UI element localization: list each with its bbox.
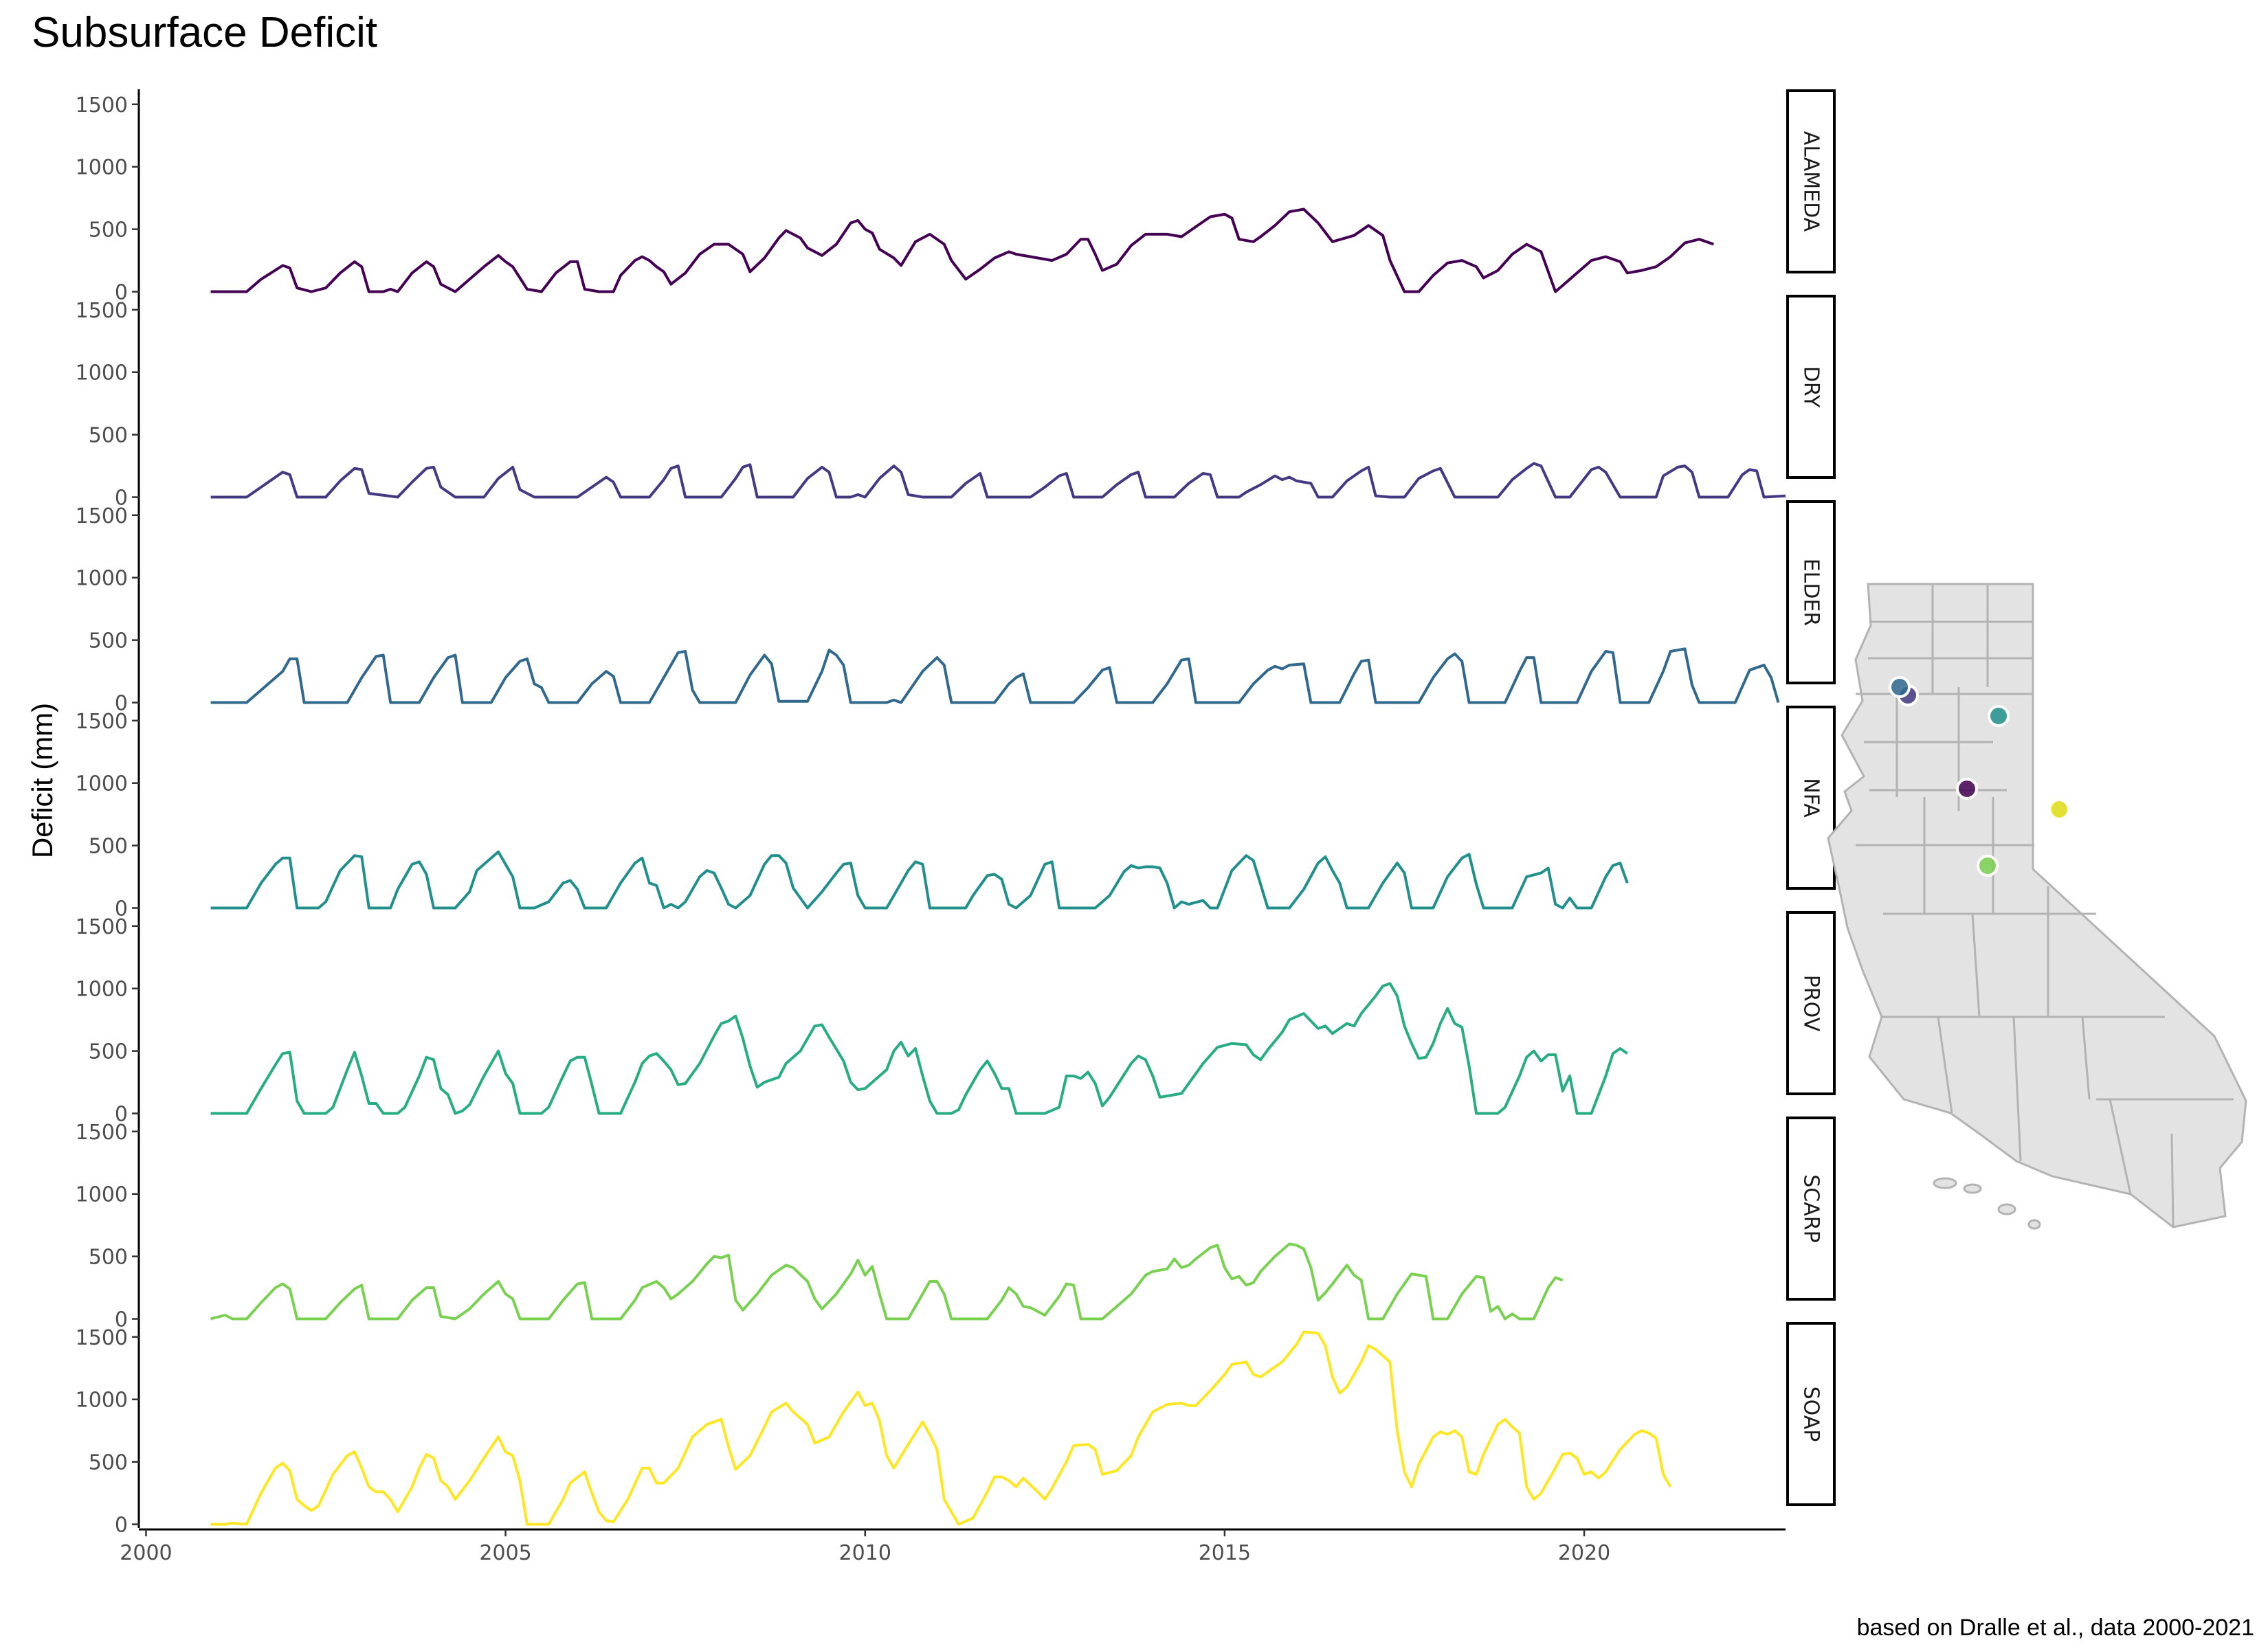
y-tick-label: 500 (89, 218, 128, 243)
y-tick-label: 0 (115, 281, 128, 305)
x-tick-label: 2000 (120, 1541, 172, 1565)
panel-nfa: 0 500 1000 1500 NFA (76, 706, 1836, 921)
y-tick-label: 1000 (76, 361, 128, 385)
y-tick-label: 0 (115, 486, 128, 511)
x-tick-label: 2010 (839, 1541, 891, 1565)
x-axis: 2000 2005 2010 2015 2020 (120, 1528, 1786, 1565)
site-marker-elder (1889, 676, 1911, 698)
strip-label: PROV (1799, 975, 1823, 1032)
strip-box (1786, 89, 1836, 273)
strip-label: SOAP (1799, 1387, 1823, 1442)
series-line-elder (210, 647, 1780, 704)
county-boundary (1971, 913, 1981, 1018)
strip-label: ELDER (1799, 559, 1823, 627)
chart-title: Subsurface Deficit (32, 9, 377, 56)
y-tick-label: 1000 (76, 567, 128, 591)
county-boundary (2012, 1016, 2022, 1162)
strip-label: NFA (1799, 778, 1823, 818)
x-tick-label: 2005 (479, 1541, 531, 1565)
y-tick-label: 1500 (76, 1326, 128, 1350)
y-tick-label: 0 (115, 1103, 128, 1127)
island-shape (1997, 1203, 2016, 1215)
strip-box (1786, 500, 1836, 684)
x-tick-label: 2020 (1558, 1541, 1610, 1565)
y-tick-label: 500 (89, 835, 128, 859)
strip-box (1786, 911, 1836, 1095)
series-line-alameda (210, 207, 1715, 293)
island-shape (1963, 1183, 1982, 1194)
y-tick-label: 1000 (76, 978, 128, 1002)
y-axis-label: Deficit (mm) (26, 703, 58, 858)
panel-soap: 0 500 1000 1500 SOAP (76, 1322, 1836, 1538)
y-tick-label: 500 (89, 1246, 128, 1270)
site-marker-scarp (1977, 855, 1999, 877)
y-tick-label: 0 (115, 1514, 128, 1538)
series-line-nfa (210, 850, 1629, 910)
strip-box (1786, 1322, 1836, 1506)
site-marker-soap (2048, 798, 2070, 820)
series-line-scarp (210, 1242, 1564, 1321)
panel-prov: 0 500 1000 1500 PROV (76, 911, 1836, 1127)
county-boundary (1937, 1016, 1953, 1114)
y-tick-label: 1500 (76, 93, 128, 117)
site-marker-alameda (1956, 778, 1978, 800)
series-line-soap (210, 1330, 1672, 1526)
county-boundary (2170, 1133, 2175, 1228)
strip-box (1786, 1117, 1836, 1301)
county-boundary (2081, 1016, 2091, 1100)
y-tick-label: 1500 (76, 1121, 128, 1145)
county-boundary (2109, 1099, 2132, 1195)
series-line-dry (210, 462, 1786, 499)
y-tick-label: 0 (115, 1308, 128, 1332)
y-tick-label: 1000 (76, 1183, 128, 1207)
caption: based on Dralle et al., data 2000-2021 (1857, 1615, 2254, 1641)
y-tick-label: 1000 (76, 772, 128, 796)
y-tick-label: 1500 (76, 299, 128, 323)
y-tick-label: 500 (89, 1040, 128, 1064)
panel-elder: 0 500 1000 1500 ELDER (76, 500, 1836, 716)
panel-dry: 0 500 1000 1500 DRY (76, 295, 1836, 511)
strip-label: SCARP (1799, 1174, 1823, 1242)
island-shape (1933, 1177, 1957, 1189)
site-marker-nfa (1988, 705, 2010, 727)
y-tick-label: 1500 (76, 710, 128, 734)
island-shape (2027, 1219, 2041, 1230)
x-tick-label: 2015 (1199, 1541, 1251, 1565)
y-tick-label: 500 (89, 1451, 128, 1475)
y-tick-label: 500 (89, 424, 128, 448)
y-tick-label: 1000 (76, 1389, 128, 1413)
strip-label: DRY (1799, 366, 1823, 408)
panel-scarp: 0 500 1000 1500 SCARP (76, 1117, 1836, 1332)
y-tick-label: 500 (89, 629, 128, 653)
y-tick-label: 1000 (76, 156, 128, 180)
y-tick-label: 1500 (76, 915, 128, 939)
y-tick-label: 0 (115, 897, 128, 921)
california-site-map (1827, 583, 2247, 1230)
strip-box (1786, 706, 1836, 890)
strip-box (1786, 295, 1836, 479)
facet-panels: 0 500 1000 1500 ALAMEDA 0 500 1000 1500 DRY 0 500 10… (76, 89, 1836, 1538)
panel-alameda: 0 500 1000 1500 ALAMEDA (76, 89, 1836, 305)
y-tick-label: 0 (115, 692, 128, 716)
series-line-prov (210, 982, 1628, 1115)
y-tick-label: 1500 (76, 504, 128, 528)
california-outline (1827, 583, 2247, 1229)
strip-label: ALAMEDA (1799, 131, 1823, 232)
